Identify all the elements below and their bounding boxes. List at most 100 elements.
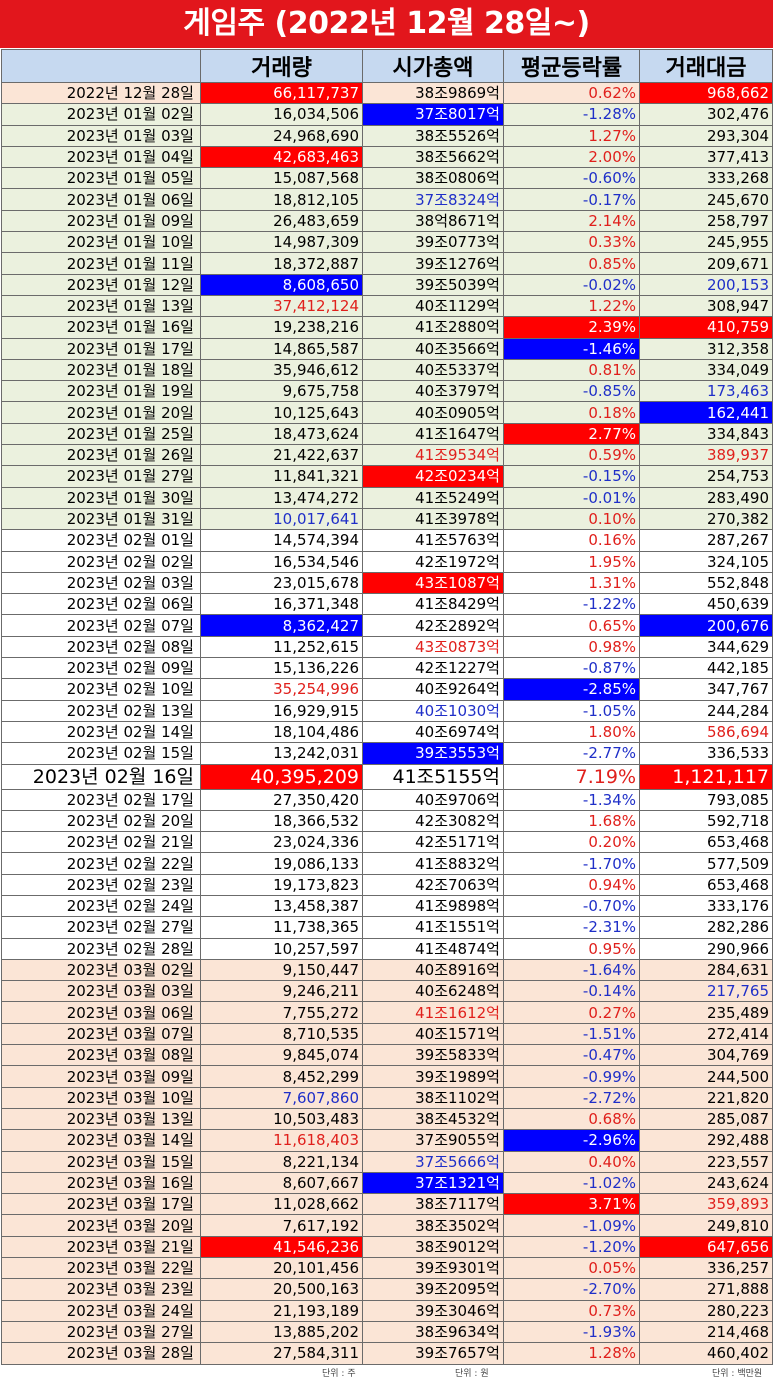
avg-change-cell: 0.27% — [503, 1001, 640, 1024]
market-cap-cell: 38조5662억 — [362, 145, 504, 169]
market-cap-cell: 39조3553억 — [362, 742, 504, 765]
market-cap-cell: 41조9898억 — [362, 894, 504, 918]
market-cap-cell: 37조1321억 — [362, 1171, 504, 1195]
date-cell: 2023년 02월 28일 — [1, 937, 201, 960]
date-cell: 2023년 01월 26일 — [1, 444, 201, 467]
market-cap-cell: 39조7657억 — [362, 1342, 504, 1365]
avg-change-cell: -0.70% — [503, 894, 640, 918]
table-row: 2023년 03월 24일 21,193,189 39조3046억 0.73% 280,… — [1, 1299, 773, 1322]
market-cap-cell: 40조9264억 — [362, 678, 504, 701]
avg-change-cell: 0.73% — [503, 1299, 640, 1322]
table-row: 2023년 03월 21일 41,546,236 38조9012억 -1.20% 647… — [1, 1235, 773, 1259]
volume-cell: 19,086,133 — [200, 852, 363, 875]
market-cap-cell: 41조1647억 — [362, 422, 504, 446]
table-row: 2023년 01월 05일 15,087,568 38조0806억 -0.60% 333… — [1, 167, 773, 190]
unit-note-volume: 단위 : 주 — [322, 1369, 356, 1379]
date-cell: 2023년 01월 30일 — [1, 486, 201, 509]
volume-cell: 23,015,678 — [200, 571, 363, 595]
table-row: 2022년 12월 28일 66,117,737 38조9869억 0.62% 968,… — [1, 81, 773, 105]
volume-cell: 9,246,211 — [200, 980, 363, 1003]
table-row: 2023년 01월 18일 35,946,612 40조5337억 0.81% 334,… — [1, 358, 773, 382]
trade-value-cell: 653,468 — [639, 831, 773, 854]
volume-cell: 18,366,532 — [200, 809, 363, 833]
market-cap-cell: 39조5039억 — [362, 273, 504, 296]
market-cap-cell: 40조6248억 — [362, 980, 504, 1003]
date-cell: 2023년 02월 27일 — [1, 916, 201, 939]
table-row: 2023년 02월 01일 14,574,394 41조5763억 0.16% 287,… — [1, 529, 773, 552]
trade-value-cell: 162,441 — [639, 401, 773, 424]
date-cell: 2023년 01월 09일 — [1, 209, 201, 233]
volume-cell: 11,252,615 — [200, 635, 363, 659]
trade-value-cell: 272,414 — [639, 1022, 773, 1046]
market-cap-cell: 41조3978억 — [362, 507, 504, 531]
volume-cell: 18,812,105 — [200, 188, 363, 211]
date-cell: 2023년 02월 08일 — [1, 635, 201, 659]
trade-value-cell: 284,631 — [639, 958, 773, 982]
page-title: 게임주 (2022년 12월 28일~) — [0, 0, 773, 48]
market-cap-cell: 37조8017억 — [362, 103, 504, 126]
date-cell: 2023년 03월 06일 — [1, 1001, 201, 1024]
table-row: 2023년 02월 03일 23,015,678 43조1087억 1.31% 552,… — [1, 571, 773, 595]
avg-change-cell: 0.18% — [503, 401, 640, 424]
market-cap-cell: 42조5171억 — [362, 831, 504, 854]
trade-value-cell: 271,888 — [639, 1278, 773, 1301]
market-cap-cell: 42조2892억 — [362, 614, 504, 637]
table-row: 2023년 03월 08일 9,845,074 39조5833억 -0.47% 304,… — [1, 1044, 773, 1067]
market-cap-cell: 40조1129억 — [362, 294, 504, 318]
avg-change-cell: 3.71% — [503, 1193, 640, 1216]
table-row: 2023년 01월 26일 21,422,637 41조9534억 0.59% 389,… — [1, 444, 773, 467]
avg-change-cell: 1.95% — [503, 550, 640, 573]
volume-cell: 41,546,236 — [200, 1235, 363, 1259]
date-cell: 2023년 01월 03일 — [1, 124, 201, 147]
trade-value-cell: 173,463 — [639, 380, 773, 403]
market-cap-cell: 41조2880억 — [362, 316, 504, 339]
avg-change-cell: -1.20% — [503, 1235, 640, 1259]
date-cell: 2023년 02월 13일 — [1, 699, 201, 722]
date-cell: 2023년 03월 13일 — [1, 1107, 201, 1131]
trade-value-cell: 347,767 — [639, 678, 773, 701]
trade-value-cell: 312,358 — [639, 337, 773, 360]
market-cap-cell: 41조5249억 — [362, 486, 504, 509]
table-row: 2023년 03월 22일 20,101,456 39조9301억 0.05% 336,… — [1, 1257, 773, 1280]
trade-value-cell: 968,662 — [639, 81, 773, 105]
market-cap-cell: 41조1551억 — [362, 916, 504, 939]
avg-change-cell: -0.99% — [503, 1065, 640, 1088]
volume-cell: 8,608,650 — [200, 273, 363, 296]
trade-value-cell: 344,629 — [639, 635, 773, 659]
trade-value-cell: 290,966 — [639, 937, 773, 960]
market-cap-cell: 40조3797억 — [362, 380, 504, 403]
avg-change-cell: 0.65% — [503, 614, 640, 637]
volume-cell: 24,968,690 — [200, 124, 363, 147]
avg-change-cell: 0.40% — [503, 1150, 640, 1173]
trade-value-cell: 410,759 — [639, 316, 773, 339]
avg-change-cell: 0.10% — [503, 507, 640, 531]
trade-value-cell: 302,476 — [639, 103, 773, 126]
trade-value-cell: 647,656 — [639, 1235, 773, 1259]
avg-change-cell: 1.80% — [503, 720, 640, 744]
date-cell: 2023년 01월 13일 — [1, 294, 201, 318]
market-cap-cell: 40조6974억 — [362, 720, 504, 744]
table-row: 2023년 02월 22일 19,086,133 41조8832억 -1.70% 577… — [1, 852, 773, 875]
market-cap-cell: 41조4874억 — [362, 937, 504, 960]
volume-cell: 13,474,272 — [200, 486, 363, 509]
avg-change-cell: -1.51% — [503, 1022, 640, 1046]
date-cell: 2023년 03월 09일 — [1, 1065, 201, 1088]
market-cap-cell: 38조1102억 — [362, 1086, 504, 1109]
market-cap-cell: 39조5833억 — [362, 1044, 504, 1067]
market-cap-cell: 40조1030억 — [362, 699, 504, 722]
date-cell: 2023년 03월 21일 — [1, 1235, 201, 1259]
date-cell: 2023년 02월 15일 — [1, 742, 201, 765]
unit-note-market-cap: 단위 : 원 — [455, 1369, 489, 1379]
volume-cell: 27,584,311 — [200, 1342, 363, 1365]
volume-cell: 18,104,486 — [200, 720, 363, 744]
table-row: 2023년 03월 09일 8,452,299 39조1989억 -0.99% 244,… — [1, 1065, 773, 1088]
table-header-row: 거래량 시가총액 평균등락률 거래대금 — [1, 49, 773, 83]
market-cap-cell: 37조5666억 — [362, 1150, 504, 1173]
date-cell: 2023년 03월 08일 — [1, 1044, 201, 1067]
volume-cell: 16,929,915 — [200, 699, 363, 722]
date-cell: 2023년 01월 20일 — [1, 401, 201, 424]
avg-change-cell: -0.02% — [503, 273, 640, 296]
table-row: 2023년 01월 02일 16,034,506 37조8017억 -1.28% 302… — [1, 103, 773, 126]
date-cell: 2023년 01월 25일 — [1, 422, 201, 446]
volume-cell: 66,117,737 — [200, 81, 363, 105]
